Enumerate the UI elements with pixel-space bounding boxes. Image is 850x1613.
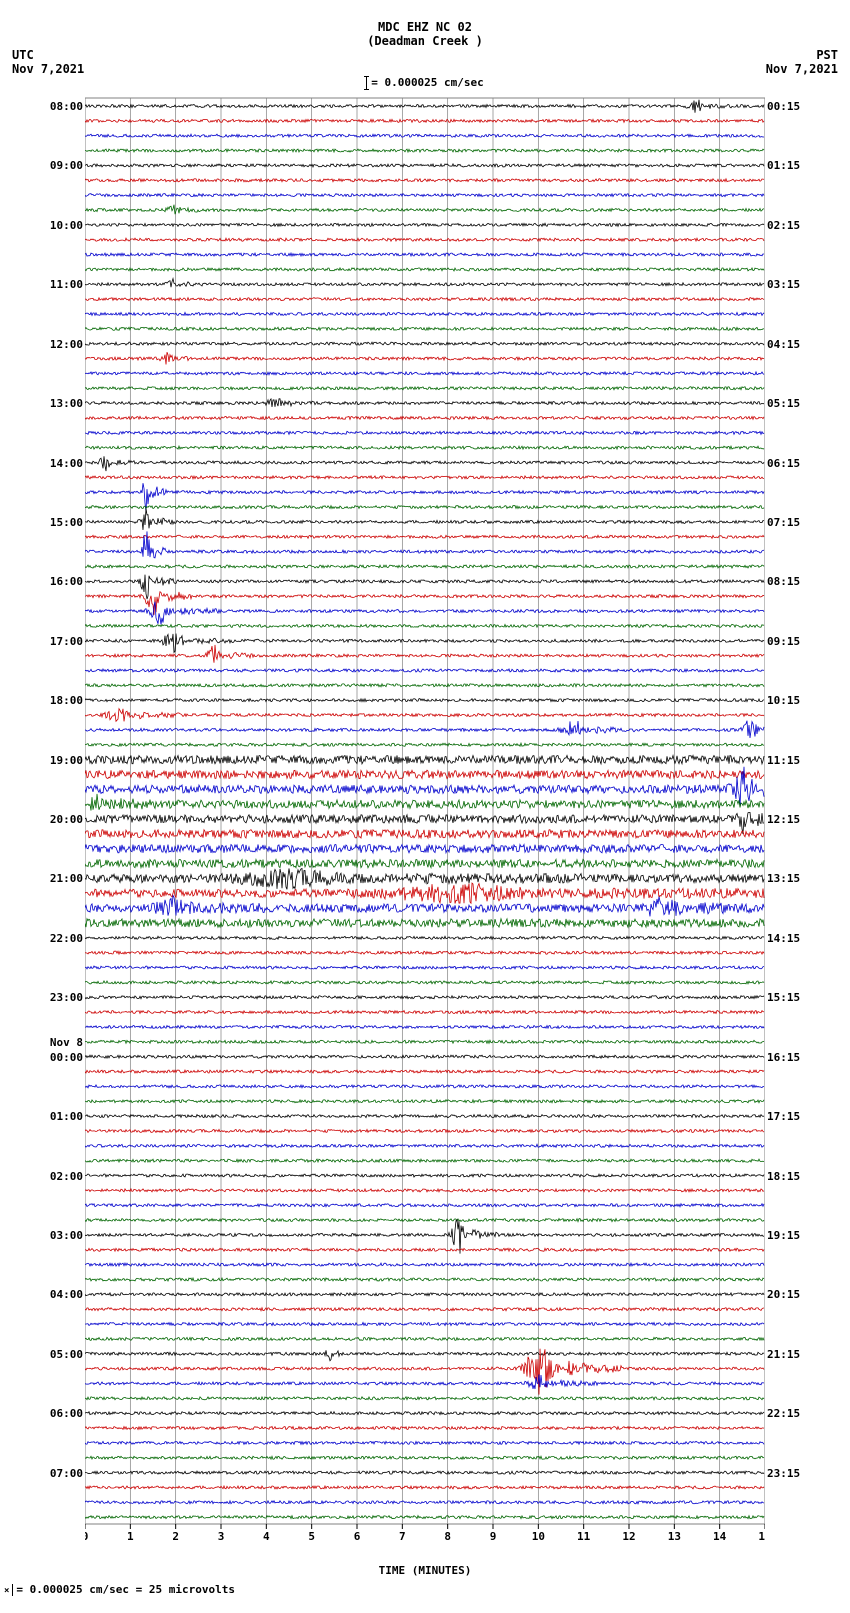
left-time-label: 08:00 [50,100,83,113]
svg-text:1: 1 [127,1530,134,1543]
right-tz: PST [766,48,838,62]
scale-indicator: = 0.000025 cm/sec [0,76,850,94]
left-date: Nov 7,2021 [12,62,84,76]
left-time-label: Nov 8 [50,1036,83,1049]
title-line1: MDC EHZ NC 02 [0,20,850,34]
left-time-label: 00:00 [50,1051,83,1064]
svg-text:13: 13 [668,1530,681,1543]
left-time-label: 13:00 [50,397,83,410]
header-dates: UTC Nov 7,2021 PST Nov 7,2021 [0,48,850,76]
svg-text:14: 14 [713,1530,727,1543]
left-time-label: 14:00 [50,457,83,470]
left-time-label: 16:00 [50,575,83,588]
left-time-label: 05:00 [50,1348,83,1361]
right-time-label: 09:15 [767,635,800,648]
left-time-label: 09:00 [50,159,83,172]
right-time-label: 17:15 [767,1110,800,1123]
right-time-label: 03:15 [767,278,800,291]
scale-text: = 0.000025 cm/sec [371,76,484,89]
svg-text:9: 9 [490,1530,497,1543]
left-time-label: 01:00 [50,1110,83,1123]
right-time-label: 22:15 [767,1407,800,1420]
svg-text:12: 12 [622,1530,635,1543]
svg-text:15: 15 [758,1530,765,1543]
footer-scale: ×= 0.000025 cm/sec = 25 microvolts [0,1577,850,1602]
left-time-label: 22:00 [50,932,83,945]
right-time-label: 23:15 [767,1467,800,1480]
right-time-label: 19:15 [767,1229,800,1242]
right-time-label: 20:15 [767,1288,800,1301]
left-time-label: 06:00 [50,1407,83,1420]
right-time-label: 15:15 [767,991,800,1004]
seismogram-plot: 08:00 09:00 10:00 11:00 12:00 13:00 14:00 15:00… [8,94,842,1564]
right-time-label: 00:15 [767,100,800,113]
left-time-label: 23:00 [50,991,83,1004]
title-line2: (Deadman Creek ) [0,34,850,48]
right-time-label: 10:15 [767,694,800,707]
seismogram-svg: 0123456789101112131415 [85,94,765,1564]
left-time-label: 03:00 [50,1229,83,1242]
right-time-label: 08:15 [767,575,800,588]
svg-text:8: 8 [444,1530,451,1543]
right-time-label: 07:15 [767,516,800,529]
right-time-label: 06:15 [767,457,800,470]
right-date: Nov 7,2021 [766,62,838,76]
left-time-label: 10:00 [50,219,83,232]
svg-text:2: 2 [172,1530,179,1543]
right-time-label: 02:15 [767,219,800,232]
left-time-label: 21:00 [50,872,83,885]
svg-text:11: 11 [577,1530,591,1543]
right-time-label: 04:15 [767,338,800,351]
svg-text:7: 7 [399,1530,406,1543]
left-time-label: 18:00 [50,694,83,707]
right-time-label: 13:15 [767,872,800,885]
right-time-label: 01:15 [767,159,800,172]
left-time-label: 15:00 [50,516,83,529]
right-time-label: 21:15 [767,1348,800,1361]
x-axis-label: TIME (MINUTES) [0,1564,850,1577]
svg-text:0: 0 [85,1530,88,1543]
left-time-label: 12:00 [50,338,83,351]
left-time-label: 04:00 [50,1288,83,1301]
left-time-label: 07:00 [50,1467,83,1480]
svg-text:6: 6 [354,1530,361,1543]
footer-text: = 0.000025 cm/sec = 25 microvolts [16,1583,235,1596]
svg-text:3: 3 [218,1530,225,1543]
right-time-label: 18:15 [767,1170,800,1183]
left-time-label: 20:00 [50,813,83,826]
svg-text:5: 5 [308,1530,315,1543]
right-time-label: 11:15 [767,754,800,767]
svg-text:10: 10 [532,1530,545,1543]
left-time-label: 17:00 [50,635,83,648]
left-time-label: 19:00 [50,754,83,767]
right-time-label: 12:15 [767,813,800,826]
left-time-label: 11:00 [50,278,83,291]
left-time-label: 02:00 [50,1170,83,1183]
left-tz: UTC [12,48,84,62]
right-time-label: 16:15 [767,1051,800,1064]
right-time-label: 14:15 [767,932,800,945]
right-time-label: 05:15 [767,397,800,410]
svg-text:4: 4 [263,1530,270,1543]
station-title: MDC EHZ NC 02 (Deadman Creek ) [0,0,850,48]
